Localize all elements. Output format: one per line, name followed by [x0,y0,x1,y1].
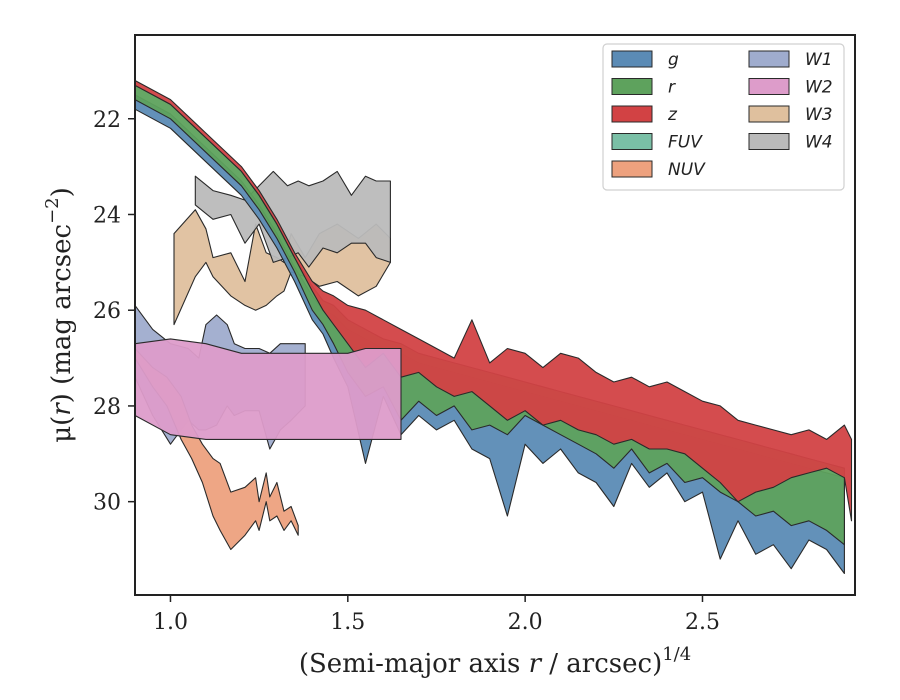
legend-swatch-r [611,78,653,95]
legend-swatch-W2 [748,78,790,95]
legend-label-FUV: FUV [668,133,703,153]
legend-label-z: z [667,105,678,125]
x-tick-label: 2.0 [508,610,543,635]
y-axis: 22 24 26 28 30 [93,108,135,516]
legend-label-NUV: NUV [668,160,706,180]
legend-swatch-g [611,50,653,68]
x-tick-label: 1.5 [330,610,365,635]
legend-swatch-W1 [748,50,790,68]
legend-label-r: r [668,78,676,98]
legend-label-g: g [668,50,679,70]
x-tick-label: 1.0 [153,610,188,635]
y-axis-label: μ(r) (mag arcsec−2) [42,187,77,443]
legend-swatch-FUV [611,133,653,150]
y-tick-label: 24 [93,203,121,228]
legend-swatch-W3 [748,105,790,123]
legend-label-W1: W1 [805,50,833,70]
x-tick-label: 2.5 [685,610,720,635]
x-axis: 1.0 1.5 2.0 2.5 [153,595,720,635]
legend-swatch-z [611,105,653,123]
plot-frame [134,34,856,596]
legend-swatch-NUV [611,160,653,178]
x-axis-label: (Semi-major axis r / arcsec)1/4 [299,644,691,679]
legend: grz FUV NUV W1 W2 W3 W4 [602,43,845,191]
bands-layer [134,79,853,575]
legend-label-W3: W3 [805,105,833,125]
y-tick-label: 22 [93,108,121,133]
y-tick-label: 26 [93,299,121,324]
legend-label-W2: W2 [805,78,833,98]
y-tick-label: 28 [93,395,121,420]
legend-label-W4: W4 [805,133,833,153]
legend-swatch-W4 [748,133,790,150]
band-W4 [194,170,391,268]
y-tick-label: 30 [93,491,121,516]
band-W2 [134,338,402,440]
